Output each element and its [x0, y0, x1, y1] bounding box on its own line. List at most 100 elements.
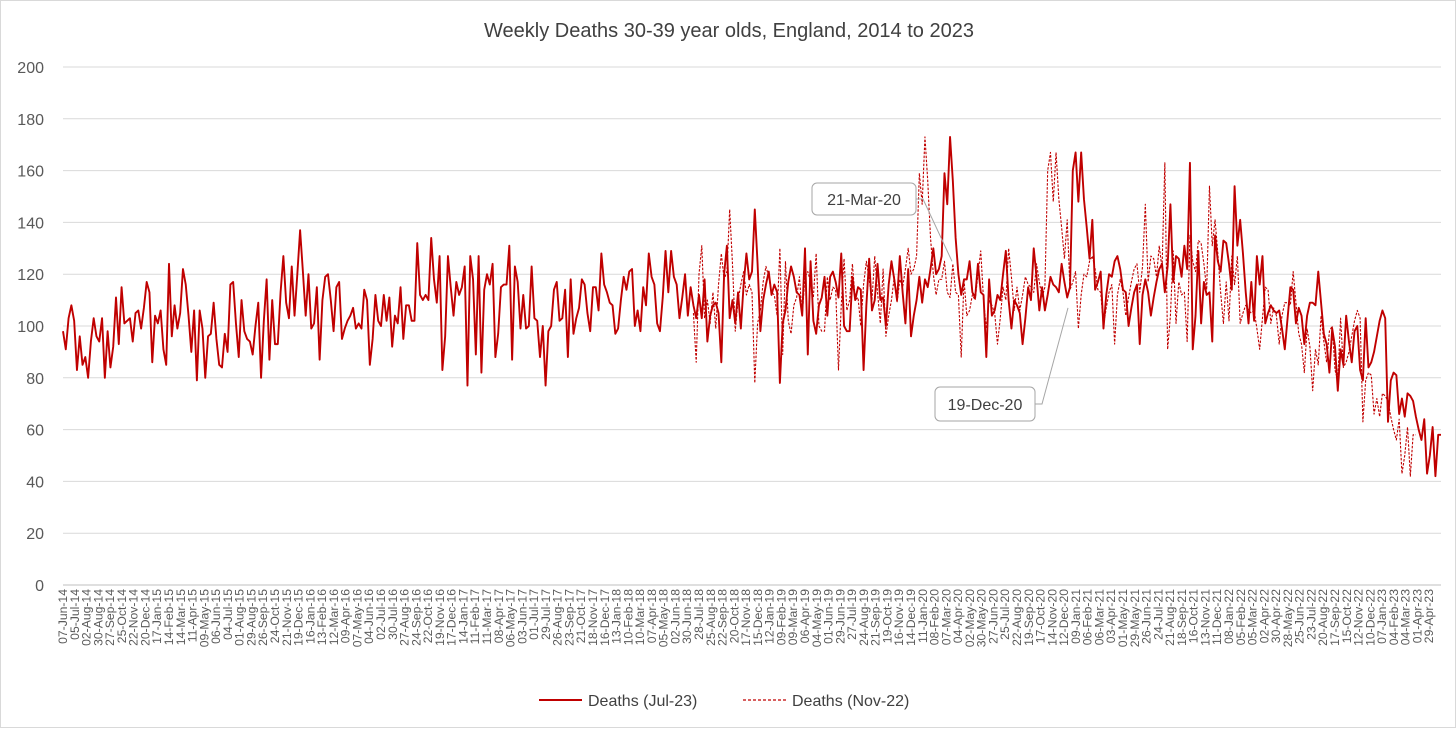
y-tick-label: 180	[17, 112, 44, 129]
x-tick-label: 11-Apr-15	[186, 589, 200, 643]
x-tick-label: 03-Jun-17	[515, 589, 529, 644]
y-tick-label: 200	[17, 60, 44, 77]
x-tick-label: 05-Feb-22	[1234, 589, 1248, 645]
x-tick-label: 06-Jun-15	[209, 589, 223, 644]
x-tick-label: 23-Jul-22	[1304, 589, 1318, 640]
legend-label-jul23: Deaths (Jul-23)	[588, 693, 697, 710]
x-tick-label: 14-Dec-19	[904, 589, 918, 646]
x-tick-label: 21-Nov-15	[280, 589, 294, 646]
x-tick-label: 22-Sep-18	[716, 589, 730, 646]
legend-label-nov22: Deaths (Nov-22)	[792, 693, 909, 710]
x-tick-label: 29-Apr-23	[1422, 589, 1436, 643]
x-tick-label: 06-May-17	[504, 589, 518, 647]
x-tick-label: 22-Nov-14	[127, 589, 141, 646]
x-tick-label: 25-Oct-14	[115, 589, 129, 643]
x-tick-label: 23-Sep-17	[562, 589, 576, 646]
x-tick-label: 20-Dec-14	[138, 589, 152, 646]
x-tick-label: 17-Oct-20	[1034, 589, 1048, 643]
x-tick-label: 19-Sep-20	[1022, 589, 1036, 646]
x-tick-label: 16-Jan-16	[303, 589, 317, 644]
x-tick-label: 13-Feb-16	[315, 589, 329, 645]
x-tick-label: 09-Mar-19	[786, 589, 800, 645]
x-tick-label: 26-Sep-15	[256, 589, 270, 646]
x-tick-label: 15-Oct-22	[1340, 589, 1354, 643]
x-tick-label: 09-Feb-19	[774, 589, 788, 645]
x-tick-label: 01-May-21	[1116, 589, 1130, 647]
y-tick-label: 80	[26, 371, 44, 388]
x-tick-label: 02-May-20	[963, 589, 977, 647]
x-tick-label: 14-Jan-17	[456, 589, 470, 644]
y-tick-label: 100	[17, 319, 44, 336]
callout-box-0	[811, 182, 917, 216]
x-tick-label: 12-Mar-16	[327, 589, 341, 645]
x-tick-label: 04-Apr-20	[951, 589, 965, 643]
x-tick-label: 09-Apr-16	[339, 589, 353, 643]
x-tick-label: 16-Dec-17	[598, 589, 612, 646]
x-tick-label: 11-Jan-20	[916, 589, 930, 643]
x-tick-label: 05-Jul-14	[68, 589, 82, 640]
y-tick-label: 20	[26, 526, 44, 543]
callout-box-1	[934, 386, 1036, 422]
x-tick-label: 09-May-15	[197, 589, 211, 647]
x-tick-label: 11-Mar-17	[480, 589, 494, 645]
x-tick-label: 01-Jun-19	[822, 589, 836, 644]
x-tick-label: 11-Dec-21	[1210, 589, 1224, 645]
x-tick-label: 19-Oct-19	[880, 589, 894, 643]
x-tick-label: 25-Jun-22	[1293, 589, 1307, 644]
grid-lines	[63, 66, 1441, 586]
y-axis-ticks: 0 20 40 60 80 100 120 140 160 180 200	[17, 60, 44, 595]
x-tick-label: 07-Jan-23	[1375, 589, 1389, 644]
x-tick-label: 08-Jan-22	[1222, 589, 1236, 644]
x-tick-label: 13-Jan-18	[610, 589, 624, 644]
x-tick-label: 04-Jul-15	[221, 589, 235, 640]
x-tick-label: 07-Jun-14	[56, 589, 70, 644]
x-tick-label: 06-Apr-19	[798, 589, 812, 643]
x-tick-label: 29-Jul-17	[539, 589, 553, 640]
x-tick-label: 18-Nov-17	[586, 589, 600, 646]
x-tick-label: 01-Aug-15	[233, 589, 247, 646]
x-tick-label: 19-Dec-15	[292, 589, 306, 646]
x-tick-label: 25-Aug-18	[704, 589, 718, 646]
x-tick-label: 24-Sep-16	[409, 589, 423, 646]
x-tick-label: 08-Apr-17	[492, 589, 506, 643]
x-tick-label: 17-Jan-15	[150, 589, 164, 644]
x-tick-label: 09-Jan-21	[1069, 589, 1083, 644]
callout-label-1: 19-Dec-20	[948, 397, 1023, 414]
x-tick-label: 12-Nov-22	[1352, 589, 1366, 646]
series-lines	[62, 135, 1441, 478]
x-tick-label: 22-Oct-16	[421, 589, 435, 643]
x-tick-label: 29-Aug-15	[244, 589, 258, 646]
x-tick-label: 30-May-20	[975, 589, 989, 647]
y-tick-label: 0	[35, 578, 44, 595]
x-tick-label: 04-Mar-23	[1399, 589, 1413, 645]
x-tick-label: 13-Nov-21	[1198, 589, 1212, 646]
x-tick-label: 02-Jul-16	[374, 589, 388, 640]
x-tick-label: 27-Sep-14	[103, 589, 117, 646]
x-tick-label: 10-Dec-22	[1363, 589, 1377, 646]
x-tick-label: 04-Feb-23	[1387, 589, 1401, 645]
x-tick-label: 04-May-19	[810, 589, 824, 647]
x-tick-label: 30-Jun-18	[680, 589, 694, 644]
x-tick-label: 20-Oct-18	[727, 589, 741, 643]
x-tick-label: 02-Aug-14	[80, 589, 94, 646]
x-tick-label: 18-Sep-21	[1175, 589, 1189, 646]
x-tick-label: 10-Mar-18	[633, 589, 647, 645]
x-tick-label: 19-Nov-16	[433, 589, 447, 646]
y-tick-label: 140	[17, 215, 44, 232]
x-tick-label: 01-Apr-23	[1410, 589, 1424, 643]
x-tick-label: 10-Feb-18	[621, 589, 635, 645]
x-tick-label: 17-Dec-16	[445, 589, 459, 646]
x-tick-label: 27-Jul-19	[845, 589, 859, 640]
x-tick-label: 28-Jul-18	[692, 589, 706, 640]
x-tick-label: 14-Feb-15	[162, 589, 176, 645]
x-tick-label: 26-Jun-21	[1140, 589, 1154, 644]
x-tick-label: 16-Oct-21	[1187, 589, 1201, 643]
series-line-jul23	[62, 135, 1441, 478]
x-tick-label: 01-Jul-17	[527, 589, 541, 640]
x-tick-label: 21-Oct-17	[574, 589, 588, 643]
x-tick-label: 24-Oct-15	[268, 589, 282, 643]
y-tick-label: 60	[26, 423, 44, 440]
x-tick-label: 06-Mar-21	[1092, 589, 1106, 645]
x-tick-label: 12-Dec-20	[1057, 589, 1071, 646]
